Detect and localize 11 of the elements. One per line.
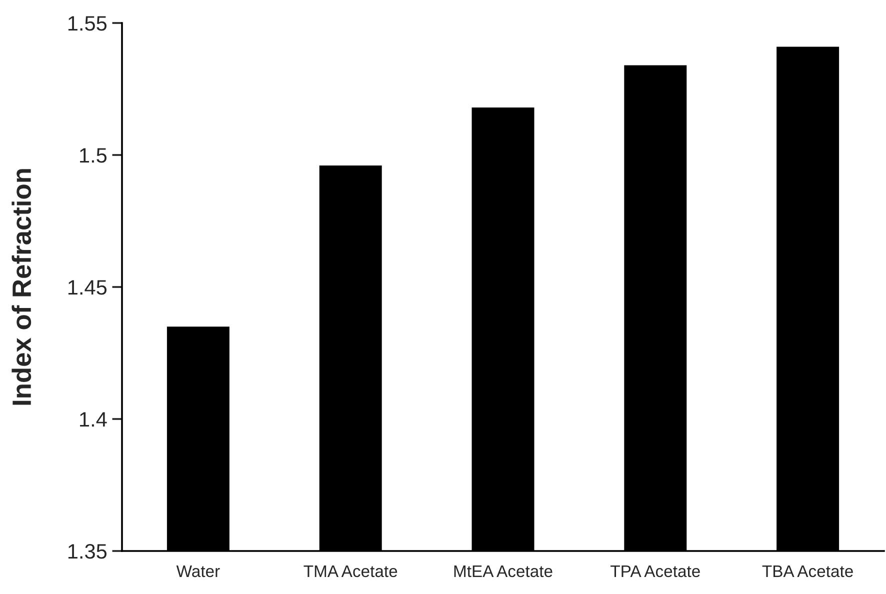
x-tick-label: TMA Acetate bbox=[304, 566, 398, 578]
y-tick-label: 1.5 bbox=[80, 148, 107, 163]
x-tick-label: Water bbox=[176, 566, 220, 578]
x-tick-label: TBA Acetate bbox=[762, 566, 853, 578]
y-tick-label: 1.35 bbox=[68, 544, 107, 559]
x-tick-label: TPA Acetate bbox=[610, 566, 700, 578]
y-tick-label: 1.45 bbox=[68, 280, 107, 295]
x-tick-label: MtEA Acetate bbox=[454, 566, 552, 578]
y-axis-title: Index of Refraction bbox=[12, 169, 32, 405]
y-tick-label: 1.55 bbox=[68, 16, 107, 31]
y-tick-label: 1.4 bbox=[80, 412, 107, 427]
